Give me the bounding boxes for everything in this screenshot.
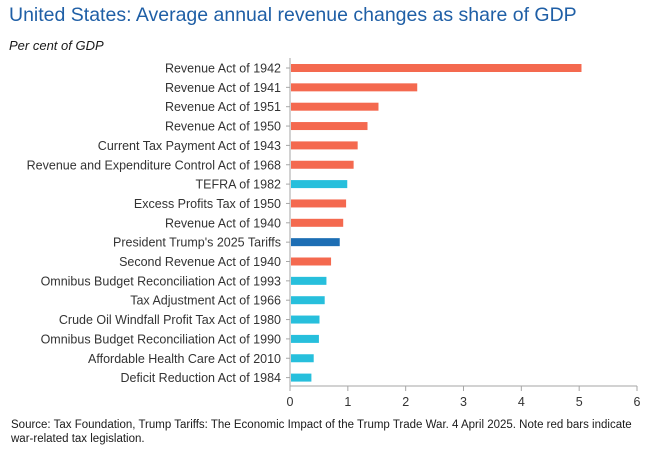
bar-affordable-health-care-act-of-2010 [291, 354, 314, 363]
x-tick-label: 2 [402, 395, 409, 409]
bar-deficit-reduction-act-of-1984 [291, 373, 312, 382]
x-tick-label: 6 [634, 395, 641, 409]
x-tick-label: 3 [460, 395, 467, 409]
category-label: Revenue Act of 1941 [165, 81, 281, 95]
bar-omnibus-budget-reconciliation-act-of-1993 [291, 276, 327, 285]
bar-revenue-act-of-1941 [291, 83, 418, 92]
category-label: Second Revenue Act of 1940 [119, 255, 281, 269]
category-label: Deficit Reduction Act of 1984 [120, 371, 281, 385]
category-label: TEFRA of 1982 [196, 178, 282, 192]
x-axis: 0 1 2 3 4 5 6 [286, 58, 641, 409]
category-label: Affordable Health Care Act of 2010 [88, 352, 281, 366]
x-tick-label: 4 [518, 395, 525, 409]
chart-title: United States: Average annual revenue ch… [9, 4, 577, 26]
bars-layer [291, 64, 582, 382]
category-label: Revenue Act of 1940 [165, 216, 281, 230]
category-label: Revenue and Expenditure Control Act of 1… [27, 158, 281, 172]
category-label: Excess Profits Tax of 1950 [134, 197, 281, 211]
bar-tefra-of-1982 [291, 180, 348, 189]
category-label: Revenue Act of 1950 [165, 120, 281, 134]
bar-second-revenue-act-of-1940 [291, 257, 332, 266]
bar-revenue-and-expenditure-control-act-of-1968 [291, 160, 354, 169]
bar-crude-oil-windfall-profit-tax-act-of-1980 [291, 315, 320, 324]
category-labels-layer: Revenue Act of 1942 Revenue Act of 1941 Re… [27, 62, 281, 386]
x-tick-label: 1 [344, 395, 351, 409]
bar-revenue-act-of-1942 [291, 64, 582, 72]
bar-current-tax-payment-act-of-1943 [291, 141, 358, 150]
bar-president-trump-s-2025-tariffs [291, 238, 340, 247]
x-tick-label: 0 [287, 395, 294, 409]
bar-excess-profits-tax-of-1950 [291, 199, 347, 208]
bar-omnibus-budget-reconciliation-act-of-1990 [291, 334, 319, 343]
bar-tax-adjustment-act-of-1966 [291, 296, 325, 305]
category-label: Omnibus Budget Reconciliation Act of 199… [41, 332, 281, 346]
bar-revenue-act-of-1951 [291, 102, 379, 111]
source-note: Source: Tax Foundation, Trump Tariffs: T… [11, 419, 632, 445]
category-label: Revenue Act of 1942 [165, 62, 281, 76]
bar-revenue-act-of-1940 [291, 218, 344, 227]
bar-revenue-act-of-1950 [291, 122, 368, 131]
category-label: Tax Adjustment Act of 1966 [130, 294, 281, 308]
category-label: Crude Oil Windfall Profit Tax Act of 198… [59, 313, 281, 327]
category-label: Revenue Act of 1951 [165, 100, 281, 114]
x-tick-label: 5 [576, 395, 583, 409]
category-label: Omnibus Budget Reconciliation Act of 199… [41, 274, 281, 288]
category-label: President Trump's 2025 Tariffs [113, 236, 281, 250]
category-label: Current Tax Payment Act of 1943 [98, 139, 281, 153]
y-axis-unit-label: Per cent of GDP [9, 38, 104, 53]
